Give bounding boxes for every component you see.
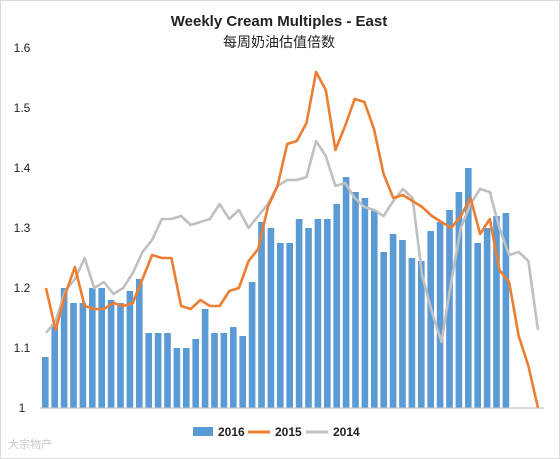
legend-label-2014: 2014 (333, 425, 360, 439)
bar-2016 (493, 216, 500, 408)
bar-2016 (314, 219, 322, 408)
bar-2016 (42, 357, 49, 408)
line-2014 (44, 139, 540, 344)
bar-2016 (389, 234, 397, 408)
bar-2016 (361, 198, 369, 408)
bar-2016 (70, 303, 77, 408)
bar-2016 (89, 288, 96, 408)
bar-2016 (352, 192, 359, 408)
bar-2016 (117, 303, 124, 408)
bars-2016 (42, 168, 510, 408)
bar-2016 (418, 261, 425, 408)
bar-2016 (192, 339, 199, 408)
y-tick-label: 1.3 (14, 221, 31, 235)
watermark: 大宗物产 (8, 438, 52, 451)
bar-2016 (267, 228, 275, 408)
bar-2016 (258, 222, 265, 408)
bar-2016 (465, 168, 472, 408)
bar-2016 (399, 240, 406, 408)
bar-2016 (324, 219, 331, 408)
legend-label-2015: 2015 (275, 425, 302, 439)
bar-2016 (173, 348, 181, 408)
chart-subtitle: 每周奶油估值倍数 (223, 35, 335, 51)
y-tick-label: 1.1 (14, 341, 31, 355)
bar-2016 (248, 282, 256, 408)
bar-2016 (436, 222, 444, 408)
bar-2016 (427, 231, 434, 408)
bar-2016 (201, 309, 209, 408)
y-tick-label: 1.6 (14, 41, 31, 55)
lines-group (44, 70, 540, 409)
bar-2016 (145, 333, 152, 408)
bar-2016 (474, 243, 481, 408)
y-tick-label: 1.4 (14, 161, 31, 175)
y-tick-label: 1.2 (14, 281, 31, 295)
bar-2016 (295, 219, 303, 408)
bar-2016 (136, 279, 143, 408)
bar-2016 (342, 177, 350, 408)
bar-2016 (408, 258, 416, 408)
y-tick-label: 1 (19, 401, 26, 415)
bar-2016 (230, 327, 237, 408)
line-2015 (44, 70, 540, 409)
bar-2016 (286, 243, 293, 408)
legend-label-2016: 2016 (218, 425, 245, 439)
bar-2016 (51, 324, 58, 408)
chart-title: Weekly Cream Multiples - East (171, 13, 387, 30)
bar-2016 (98, 288, 105, 408)
bar-2016 (60, 288, 68, 408)
legend: 2016 2015 2014 (193, 425, 360, 439)
bar-2016 (126, 291, 134, 408)
bar-2016 (455, 192, 463, 408)
y-tick-label: 1.5 (14, 101, 31, 115)
bar-2016 (154, 333, 162, 408)
bar-2016 (277, 243, 284, 408)
y-axis: 1 1.1 1.2 1.3 1.4 1.5 1.6 (14, 41, 31, 415)
bar-2016 (211, 333, 218, 408)
bar-2016 (502, 213, 510, 408)
bar-2016 (483, 228, 491, 408)
bar-2016 (107, 300, 115, 408)
bar-2016 (371, 210, 378, 408)
bar-2016 (79, 303, 87, 408)
bar-2016 (183, 348, 190, 408)
bar-2016 (333, 204, 340, 408)
bar-2016 (380, 252, 387, 408)
bar-2016 (305, 228, 312, 408)
bar-2016 (239, 336, 246, 408)
legend-swatch-2016 (193, 427, 213, 436)
bar-2016 (220, 333, 228, 408)
bar-2016 (164, 333, 171, 408)
bar-2016 (446, 210, 453, 408)
